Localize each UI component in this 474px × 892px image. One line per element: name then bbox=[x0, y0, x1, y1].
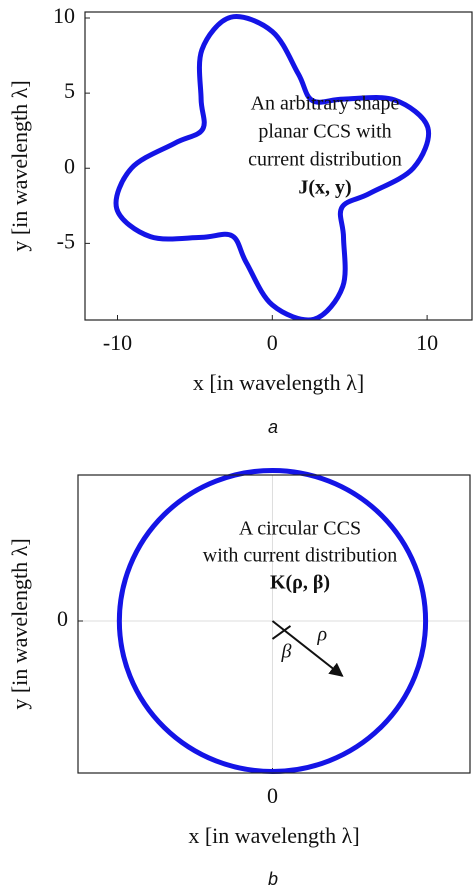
annotation: An arbitrary shape bbox=[251, 93, 400, 115]
x-tick-label: -10 bbox=[103, 330, 132, 355]
panel-label: a bbox=[268, 417, 278, 437]
x-tick-label: 10 bbox=[416, 330, 438, 355]
y-tick-label: 5 bbox=[64, 78, 75, 103]
y-axis-label: y [in wavelength λ] bbox=[7, 80, 32, 251]
y-tick-label: 10 bbox=[53, 3, 75, 28]
x-tick-label: 0 bbox=[267, 330, 278, 355]
annotation: with current distribution bbox=[203, 545, 397, 567]
annotation: planar CCS with bbox=[258, 121, 391, 143]
annotation: A circular CCS bbox=[239, 518, 361, 540]
circle bbox=[116, 467, 429, 774]
curve bbox=[113, 14, 432, 320]
rho-label: ρ bbox=[316, 624, 327, 646]
x-axis-label: x [in wavelength λ] bbox=[193, 370, 364, 395]
y-axis-label: y [in wavelength λ] bbox=[7, 538, 32, 709]
annotation: K(ρ, β) bbox=[270, 572, 330, 594]
beta-label: β bbox=[280, 641, 291, 663]
x-tick-label: 0 bbox=[267, 783, 278, 808]
axes-box bbox=[77, 474, 471, 774]
y-tick-label: 0 bbox=[64, 153, 75, 178]
panel-label: b bbox=[268, 869, 278, 889]
angle-mark bbox=[271, 625, 292, 640]
axes-box bbox=[84, 11, 473, 321]
annotation: J(x, y) bbox=[298, 177, 351, 199]
y-tick-label: -5 bbox=[57, 228, 75, 253]
y-tick-label: 0 bbox=[57, 606, 68, 631]
annotation: current distribution bbox=[248, 149, 402, 171]
x-axis-label: x [in wavelength λ] bbox=[188, 823, 359, 848]
